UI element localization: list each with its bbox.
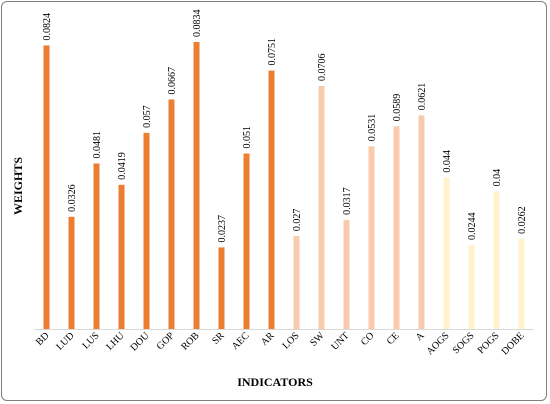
x-tick-label-a: A [414, 330, 427, 343]
bar-lus [93, 163, 100, 329]
x-tick-label-rob: ROB [179, 330, 202, 353]
data-label-gop: 0.0667 [167, 67, 178, 95]
x-axis-title: INDICATORS [237, 375, 313, 389]
x-tick-label-sr: SR [210, 330, 227, 347]
x-tick-label-co: CO [359, 330, 377, 348]
bar-rob [193, 42, 200, 329]
x-tick-label-bd: BD [34, 330, 52, 348]
data-label-ce: 0.0589 [392, 94, 403, 122]
x-tick-label-lud: LUD [54, 330, 76, 352]
data-label-aogs: 0.044 [442, 150, 453, 173]
x-tick-labels-group: BD LUD LUS LHU DOU GOP ROB SR AEC AR LOS SW UNT CO CE A… [34, 330, 527, 358]
bar-unt [343, 219, 350, 329]
bar-los [293, 236, 300, 329]
bar-co [368, 146, 375, 329]
data-label-sogs: 0.0244 [467, 213, 478, 241]
bar-lhu [118, 184, 125, 329]
data-label-los: 0.027 [292, 209, 303, 232]
data-label-dobe: 0.0262 [517, 206, 528, 234]
data-label-lud: 0.0326 [67, 184, 78, 212]
x-tick-label-ce: CE [385, 330, 402, 347]
x-tick-label-pogs: POGS [476, 330, 502, 356]
bar-sogs [468, 245, 475, 329]
x-tick-label-dobe: DOBE [500, 330, 527, 357]
data-label-sw: 0.0706 [317, 54, 328, 82]
bar-lud [68, 216, 75, 329]
data-label-a: 0.0621 [417, 83, 428, 111]
data-label-bd: 0.0824 [42, 13, 53, 41]
data-label-lus: 0.0481 [92, 131, 103, 159]
bar-gop [168, 99, 175, 329]
bar-sr [218, 247, 225, 329]
x-tick-label-los: LOS [280, 330, 301, 351]
data-label-unt: 0.0317 [342, 187, 353, 215]
bar-a [418, 115, 425, 329]
data-label-rob: 0.0834 [192, 10, 203, 38]
bar-aogs [443, 177, 450, 329]
data-label-co: 0.0531 [367, 114, 378, 142]
data-label-ar: 0.0751 [267, 38, 278, 66]
x-tick-label-ar: AR [259, 330, 277, 348]
x-tick-label-lhu: LHU [104, 330, 127, 353]
bar-ce [393, 126, 400, 329]
x-tick-label-aec: AEC [230, 330, 252, 352]
bar-bd [43, 45, 50, 329]
data-label-dou: 0.057 [142, 105, 153, 128]
y-axis-title: WEIGHTS [11, 157, 25, 215]
x-tick-label-unt: UNT [329, 330, 351, 352]
data-label-pogs: 0.04 [492, 169, 503, 187]
x-tick-label-lus: LUS [80, 330, 101, 351]
bar-ar [268, 70, 275, 329]
data-label-aec: 0.051 [242, 126, 253, 149]
data-label-lhu: 0.0419 [117, 152, 128, 180]
x-tick-label-sw: SW [308, 330, 327, 349]
bar-sw [318, 86, 325, 329]
bar-dou [143, 132, 150, 329]
x-tick-label-dou: DOU [129, 330, 153, 354]
x-tick-label-aogs: AOGS [425, 330, 452, 357]
x-tick-label-sogs: SOGS [451, 330, 477, 356]
bar-aec [243, 153, 250, 329]
data-labels-group: 0.0824 0.0326 0.0481 0.0419 0.057 0.0667 0.083… [42, 10, 528, 243]
data-label-sr: 0.0237 [217, 215, 228, 243]
bar-pogs [493, 191, 500, 329]
bar-dobe [518, 238, 525, 329]
x-tick-label-gop: GOP [155, 330, 177, 352]
bars-group [43, 42, 525, 329]
